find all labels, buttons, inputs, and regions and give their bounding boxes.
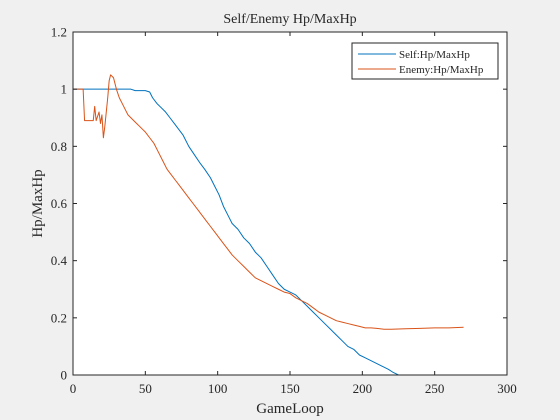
x-tick-label: 300 [497,381,517,396]
legend-box [351,42,499,80]
y-tick-label: 0.8 [51,139,67,154]
legend: Self:Hp/MaxHp Enemy:Hp/MaxHp [351,42,499,80]
x-tick-label: 250 [425,381,445,396]
x-tick-label: 50 [139,381,152,396]
y-tick-label: 0.4 [51,253,68,268]
y-axis-label: Hp/MaxHp [30,169,46,237]
x-tick-label: 150 [280,381,300,396]
y-tick-label: 1 [61,82,68,97]
x-tick-label: 200 [353,381,373,396]
y-tick-label: 0.2 [51,310,67,325]
series-layer [73,74,464,376]
y-tick-label: 0 [61,368,68,383]
legend-label: Enemy:Hp/MaxHp [399,64,484,76]
chart-title: Self/Enemy Hp/MaxHp [223,12,356,27]
axes-layer: 0 50 100 150 200 250 300 0 0.2 0.4 0.6 0.8 1 1.2 [51,25,517,397]
series-line-enemy [73,74,464,330]
legend-label: Self:Hp/MaxHp [399,49,470,61]
x-axis-label: GameLoop [256,401,323,417]
x-tick-label: 100 [208,381,228,396]
y-tick-label: 0.6 [51,196,68,211]
x-tick-label: 0 [70,381,77,396]
series-line-self [73,88,464,376]
plot-area [73,32,507,375]
y-tick-label: 1.2 [51,25,67,40]
